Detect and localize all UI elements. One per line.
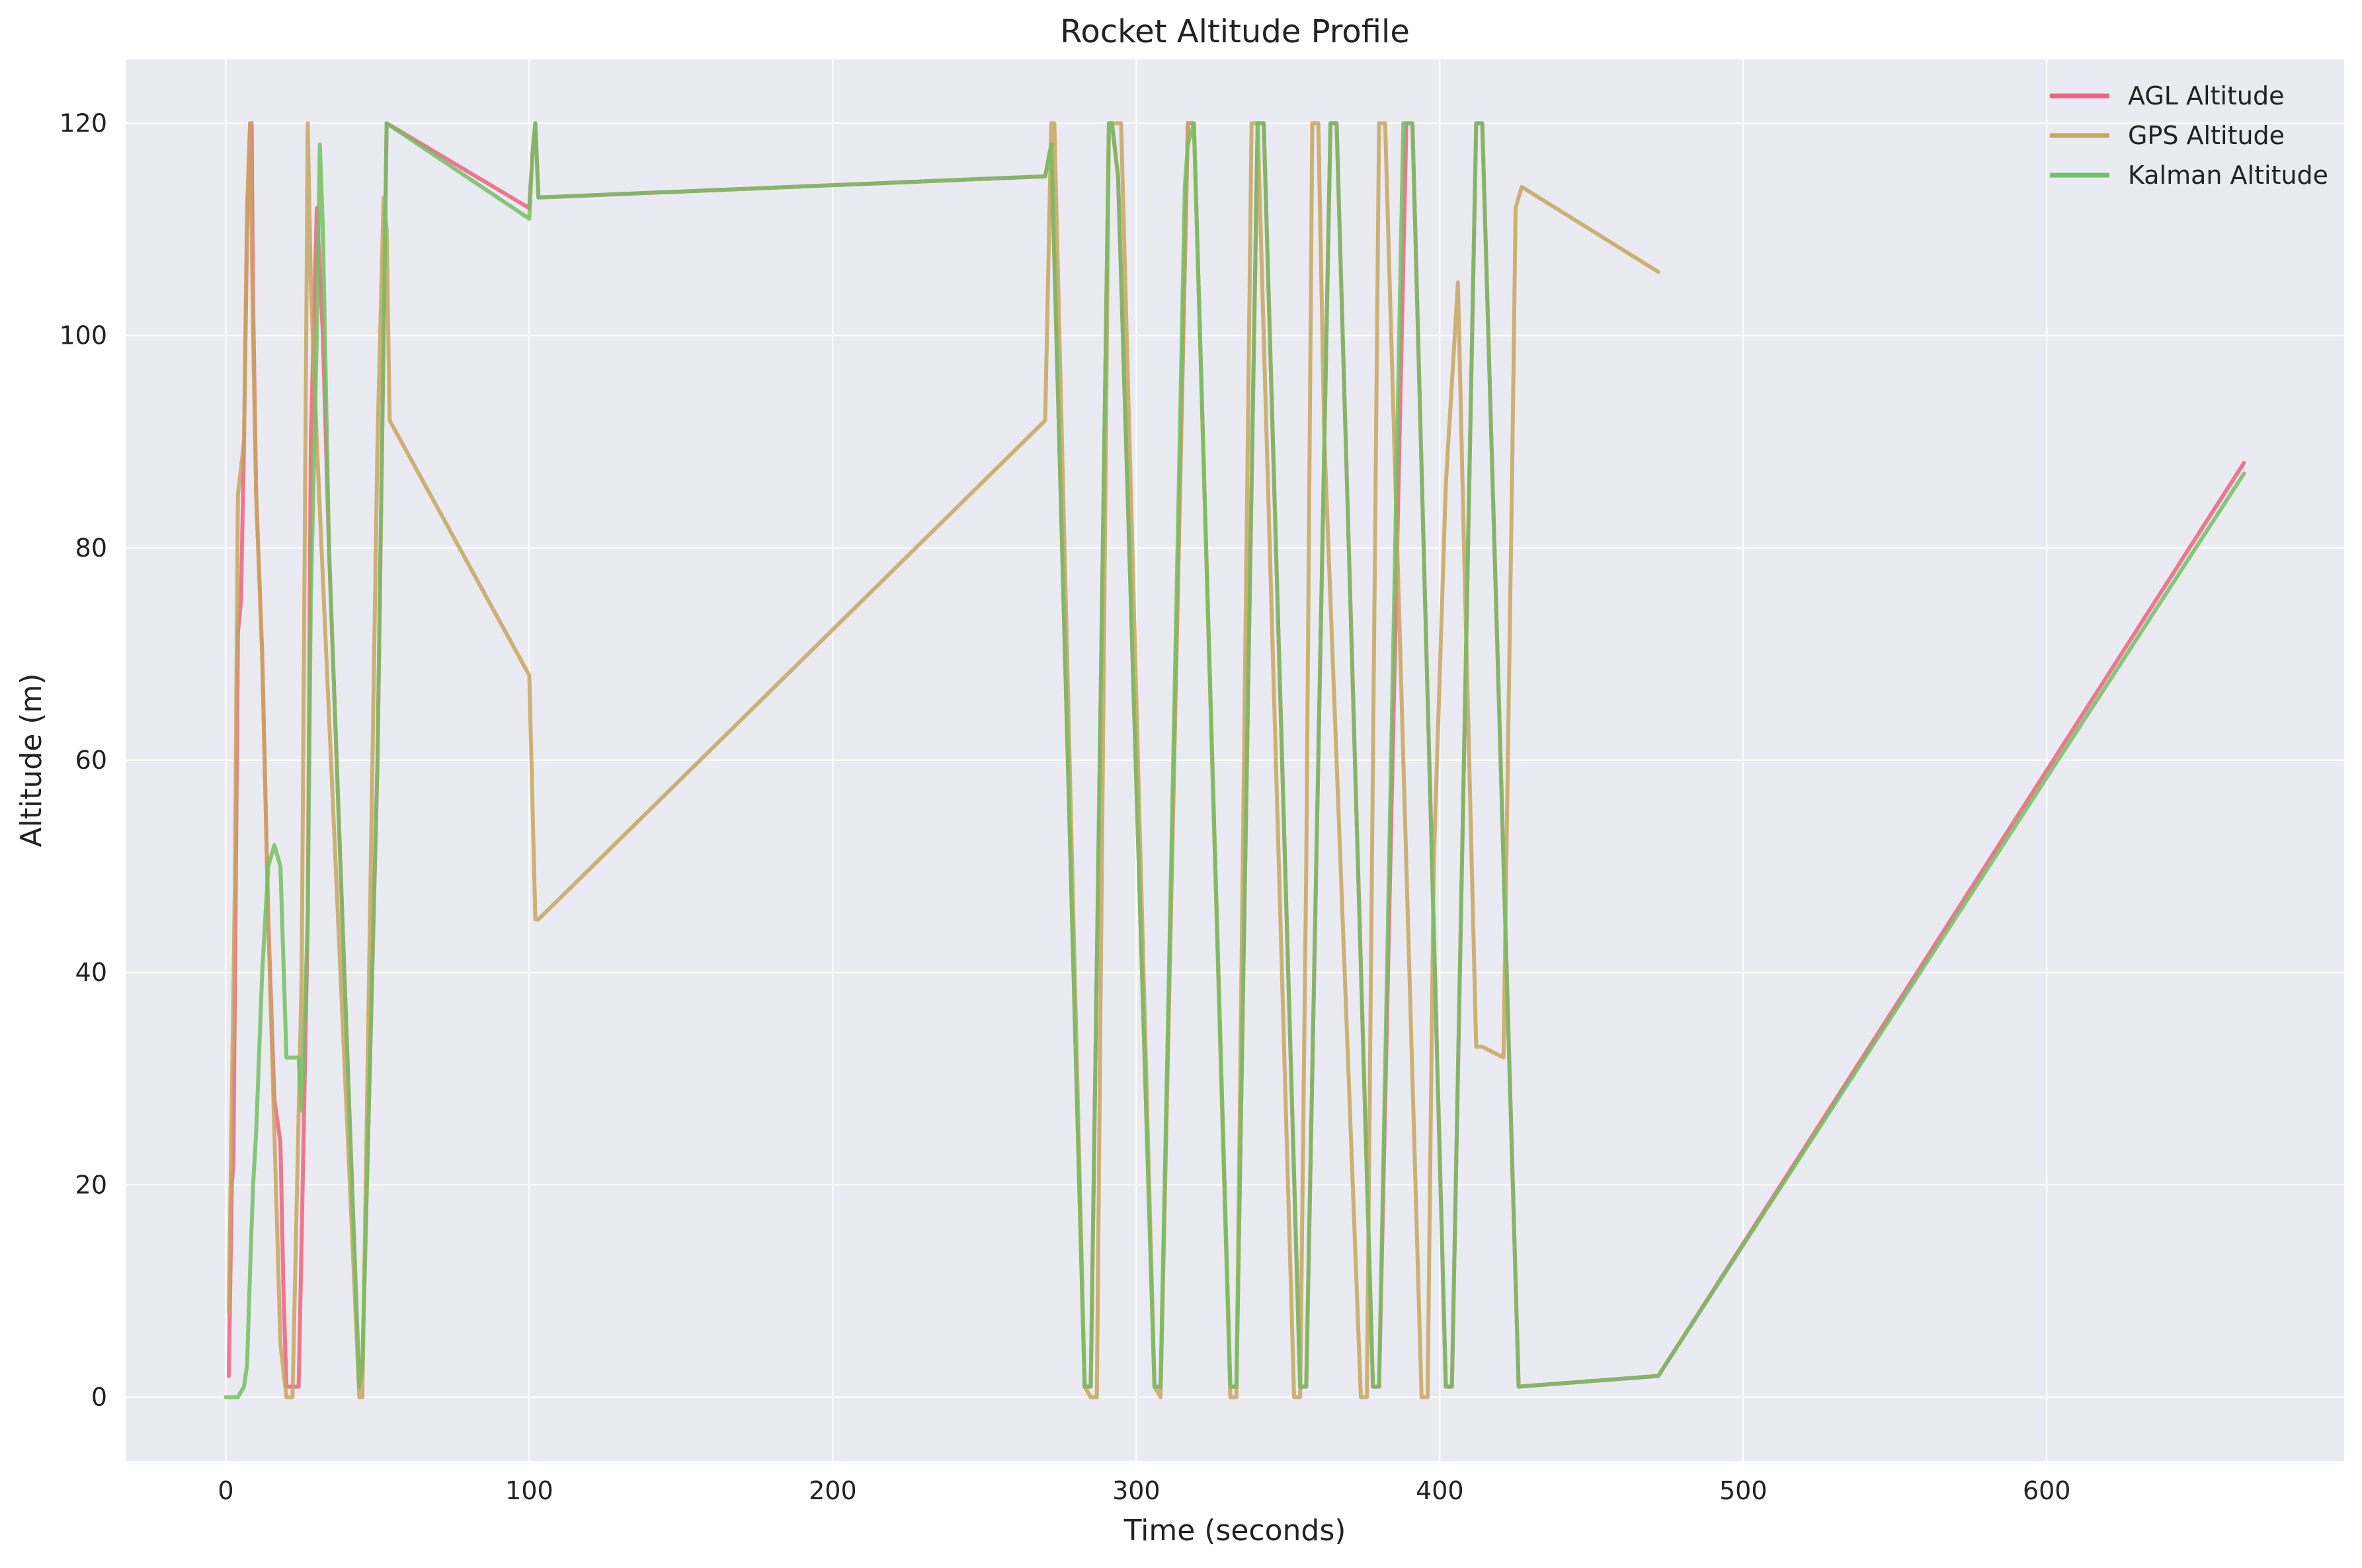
x-tick-label: 300 xyxy=(1112,1476,1161,1505)
x-tick-label: 500 xyxy=(1719,1476,1768,1505)
y-tick-label: 60 xyxy=(75,746,107,775)
legend-entry-label: AGL Altitude xyxy=(2128,81,2285,110)
chart-title: Rocket Altitude Profile xyxy=(1060,13,1410,50)
x-tick-label: 400 xyxy=(1416,1476,1464,1505)
y-tick-label: 40 xyxy=(75,958,107,987)
series-line-3 xyxy=(224,121,2246,1399)
legend-entry-label: Kalman Altitude xyxy=(2128,161,2328,190)
y-tick-label: 80 xyxy=(75,533,107,563)
series-layer xyxy=(224,121,2246,1399)
legend: AGL Altitude GPS Altitude Kalman Altitude xyxy=(2050,81,2328,190)
tick-layer: 0 100 200 300 400 500 600 0 20 40 60 80 100 120 xyxy=(59,108,2070,1505)
x-tick-label: 600 xyxy=(2023,1476,2071,1505)
x-tick-label: 0 xyxy=(218,1476,233,1505)
x-tick-label: 100 xyxy=(505,1476,553,1505)
y-tick-label: 0 xyxy=(91,1383,107,1412)
y-axis-label: Altitude (m) xyxy=(15,673,48,847)
y-tick-label: 100 xyxy=(59,321,107,350)
y-tick-label: 20 xyxy=(75,1170,107,1199)
legend-entry-label: GPS Altitude xyxy=(2128,121,2285,150)
y-tick-label: 120 xyxy=(59,108,107,137)
x-axis-label: Time (seconds) xyxy=(1123,1514,1346,1548)
x-tick-label: 200 xyxy=(809,1476,857,1505)
